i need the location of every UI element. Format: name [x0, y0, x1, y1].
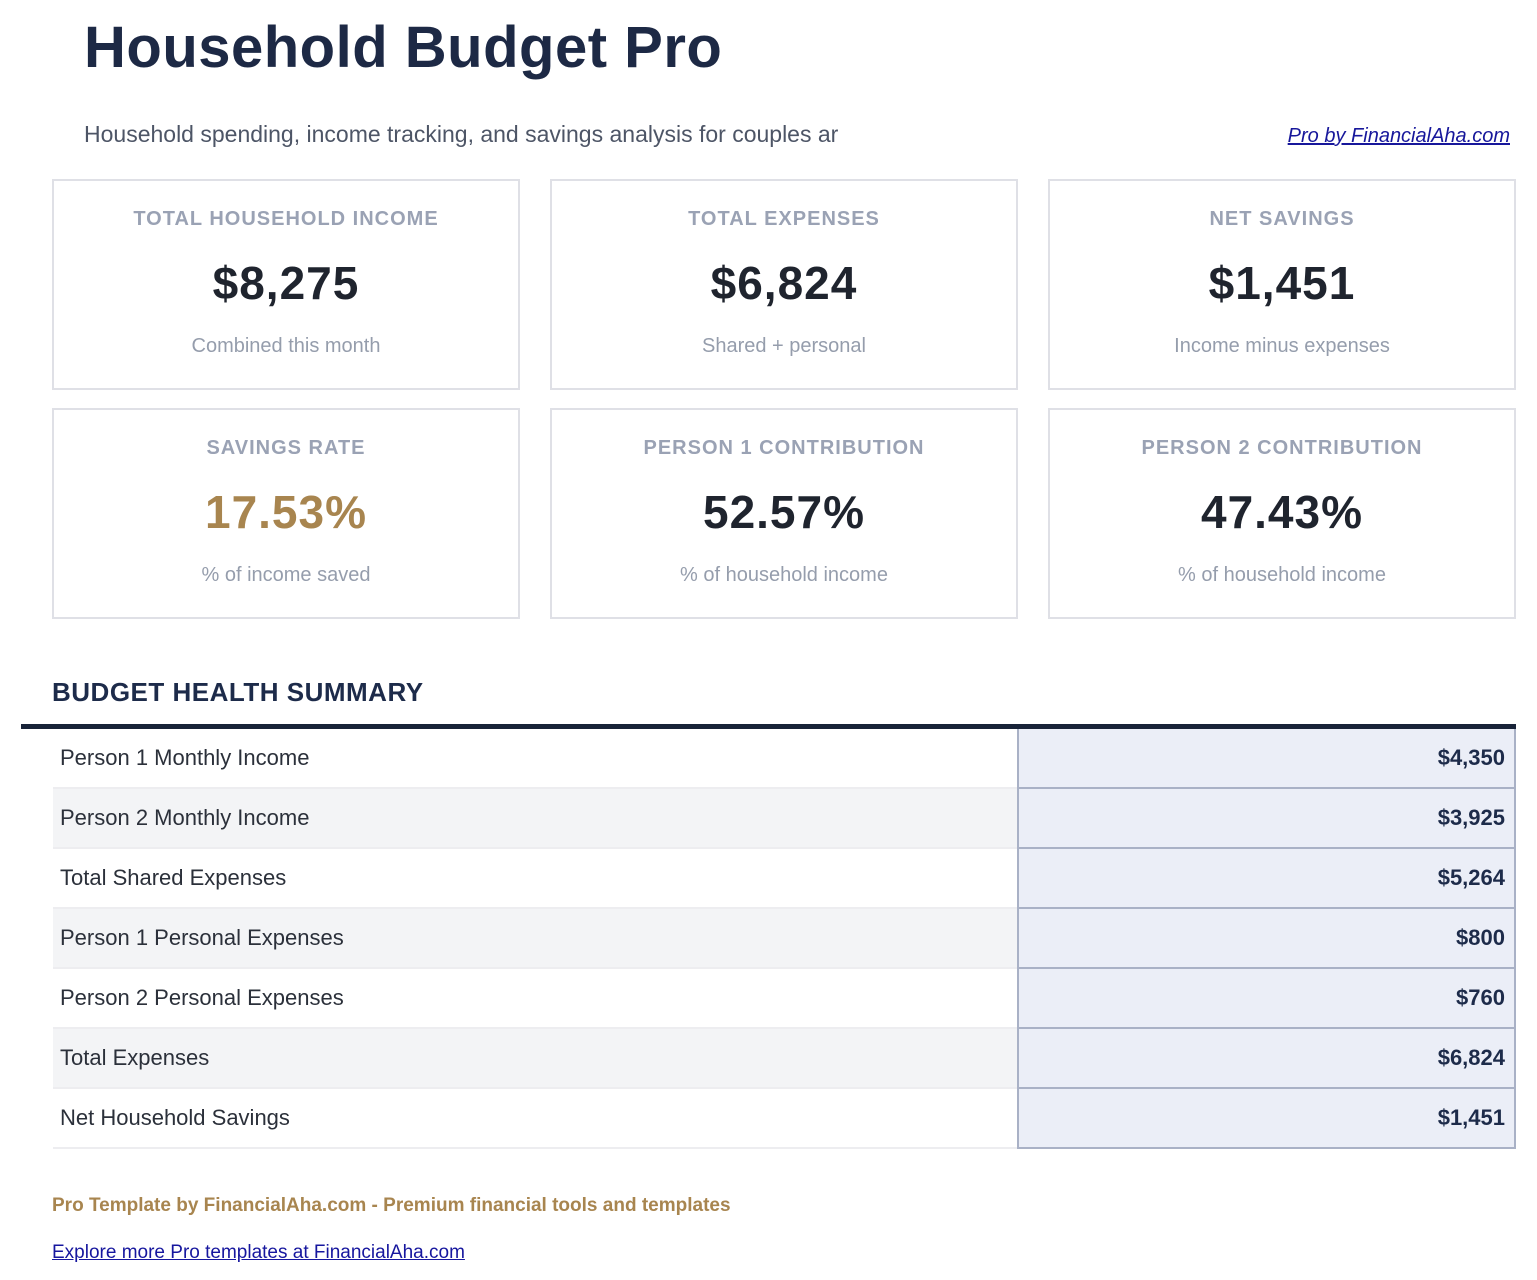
row-label: Total Shared Expenses [53, 849, 1017, 909]
card-label: SAVINGS RATE [206, 437, 366, 459]
row-label: Total Expenses [53, 1029, 1017, 1089]
card-total-household-income: TOTAL HOUSEHOLD INCOME $8,275 Combined t… [52, 179, 520, 390]
table-row: Net Household Savings $1,451 [53, 1089, 1516, 1149]
card-net-savings: NET SAVINGS $1,451 Income minus expenses [1048, 179, 1516, 390]
budget-health-summary-table: Person 1 Monthly Income $4,350 Person 2 … [53, 729, 1516, 1149]
card-subtext: Combined this month [191, 335, 381, 357]
card-total-expenses: TOTAL EXPENSES $6,824 Shared + personal [550, 179, 1018, 390]
card-subtext: % of household income [1178, 564, 1386, 586]
row-value: $760 [1017, 969, 1516, 1029]
card-subtext: Shared + personal [701, 335, 866, 357]
budget-health-summary-heading: BUDGET HEALTH SUMMARY [52, 677, 424, 707]
card-subtext: % of income saved [201, 564, 371, 586]
card-label: NET SAVINGS [1209, 208, 1355, 230]
card-value: $6,824 [710, 257, 858, 309]
row-label: Person 1 Monthly Income [53, 729, 1017, 789]
card-person-2-contribution: PERSON 2 CONTRIBUTION 47.43% % of househ… [1048, 408, 1516, 619]
card-label: TOTAL HOUSEHOLD INCOME [133, 208, 439, 230]
explore-templates-link[interactable]: Explore more Pro templates at FinancialA… [52, 1242, 465, 1263]
row-label: Person 2 Personal Expenses [53, 969, 1017, 1029]
row-value: $5,264 [1017, 849, 1516, 909]
table-row: Total Expenses $6,824 [53, 1029, 1516, 1089]
header-subtitle-row: Household spending, income tracking, and… [84, 121, 1510, 148]
page-subtitle: Household spending, income tracking, and… [84, 121, 839, 147]
card-subtext: % of household income [680, 564, 888, 586]
table-row: Person 2 Personal Expenses $760 [53, 969, 1516, 1029]
row-label: Person 1 Personal Expenses [53, 909, 1017, 969]
pro-by-financialaha-link[interactable]: Pro by FinancialAha.com [1287, 125, 1510, 147]
footer-tagline: Pro Template by FinancialAha.com - Premi… [52, 1195, 731, 1216]
table-row: Person 1 Monthly Income $4,350 [53, 729, 1516, 789]
row-value: $4,350 [1017, 729, 1516, 789]
card-value: $1,451 [1208, 257, 1356, 309]
row-value: $800 [1017, 909, 1516, 969]
card-value-accent: 17.53% [204, 486, 367, 538]
card-label: TOTAL EXPENSES [688, 208, 880, 230]
row-label: Person 2 Monthly Income [53, 789, 1017, 849]
row-value: $1,451 [1017, 1089, 1516, 1149]
card-value: 52.57% [702, 486, 865, 538]
row-value: $6,824 [1017, 1029, 1516, 1089]
card-value: $8,275 [212, 257, 360, 309]
row-value: $3,925 [1017, 789, 1516, 849]
page-title: Household Budget Pro [84, 15, 723, 80]
card-label: PERSON 2 CONTRIBUTION [1141, 437, 1423, 459]
table-row: Person 2 Monthly Income $3,925 [53, 789, 1516, 849]
table-row: Person 1 Personal Expenses $800 [53, 909, 1516, 969]
table-row: Total Shared Expenses $5,264 [53, 849, 1516, 909]
row-label: Net Household Savings [53, 1089, 1017, 1149]
card-label: PERSON 1 CONTRIBUTION [643, 437, 925, 459]
card-savings-rate: SAVINGS RATE 17.53% % of income saved [52, 408, 520, 619]
section-divider [21, 724, 1516, 729]
card-subtext: Income minus expenses [1174, 335, 1390, 357]
stat-cards-grid: TOTAL HOUSEHOLD INCOME $8,275 Combined t… [52, 179, 1516, 619]
card-person-1-contribution: PERSON 1 CONTRIBUTION 52.57% % of househ… [550, 408, 1018, 619]
card-value: 47.43% [1200, 486, 1363, 538]
